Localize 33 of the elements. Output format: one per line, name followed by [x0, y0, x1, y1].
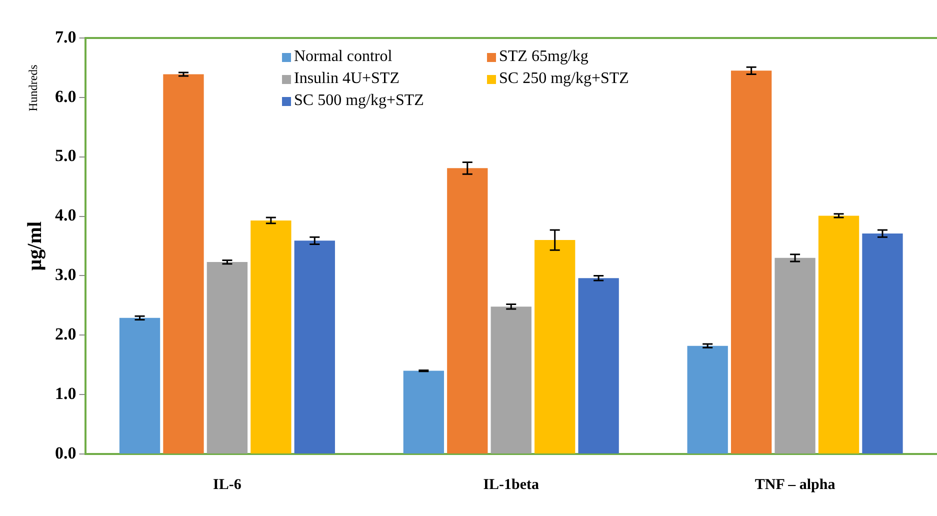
bar	[578, 278, 619, 454]
legend-label: SC 500 mg/kg+STZ	[293, 92, 425, 110]
y-tick-label: 5.0	[55, 146, 76, 166]
bar	[294, 240, 335, 454]
legend-label: STZ 65mg/kg	[498, 48, 590, 66]
bar	[730, 70, 772, 454]
x-tick-label: TNF – alpha	[754, 476, 836, 493]
bar	[250, 220, 292, 454]
bar	[490, 306, 532, 454]
y-tick-label: 7.0	[55, 27, 76, 46]
x-tick-label: IL-1beta	[483, 476, 540, 493]
y-tick-label: 0.0	[55, 443, 76, 462]
x-tick-label: IL-6	[213, 476, 242, 493]
bar	[774, 258, 816, 454]
legend-label: Normal control	[293, 48, 394, 66]
bar	[447, 168, 488, 454]
y-tick-label: 2.0	[55, 324, 76, 344]
bar	[119, 318, 160, 454]
legend-label: SC 250 mg/kg+STZ	[498, 70, 630, 88]
bar	[818, 216, 860, 454]
y-tick-label: 3.0	[55, 265, 76, 284]
y-tick-label: 4.0	[55, 206, 76, 225]
bar	[534, 240, 576, 454]
bar	[403, 370, 444, 454]
y-axis-title: μg/ml	[24, 221, 46, 271]
bar	[163, 74, 204, 454]
bar	[862, 234, 903, 454]
y-tick-label: 1.0	[55, 384, 76, 403]
legend-label: Insulin 4U+STZ	[293, 70, 400, 88]
text: Hundreds	[26, 64, 40, 112]
y-tick-label: 6.0	[55, 86, 76, 106]
bar	[687, 346, 728, 454]
bar	[206, 262, 248, 454]
